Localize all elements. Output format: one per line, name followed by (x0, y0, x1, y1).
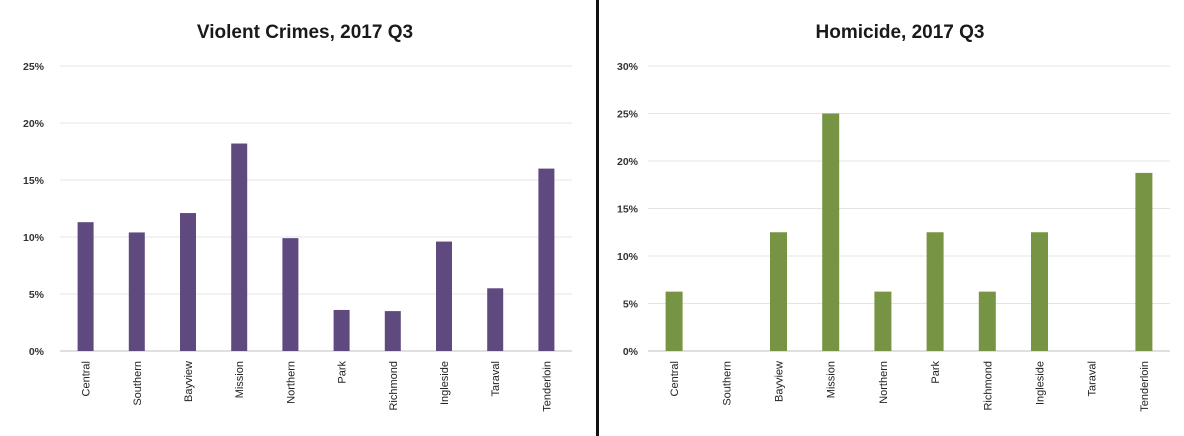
y-tick-label: 0% (29, 346, 45, 358)
bar (538, 168, 555, 351)
bar (1135, 172, 1153, 351)
category-label: Ingleside (1035, 361, 1047, 405)
category-label: Mission (234, 361, 246, 398)
violent-crimes-chart: Violent Crimes, 2017 Q3 0% 5% 10% 15% 20% 25%… (23, 22, 572, 412)
bar (1031, 232, 1048, 351)
category-label: Tenderloin (1139, 361, 1151, 412)
category-label: Bayview (183, 361, 195, 402)
y-tick-label: 15% (617, 204, 639, 216)
category-label: Richmond (388, 361, 400, 411)
y-tick-label: 25% (23, 61, 45, 73)
chart-title: Homicide, 2017 Q3 (816, 22, 985, 43)
y-tick-label: 10% (23, 232, 45, 244)
homicide-chart: Homicide, 2017 Q3 0% 5% 10% 15% 20% 25% 30% Cen… (617, 22, 1170, 412)
category-label: Taraval (1087, 361, 1099, 396)
category-label: Northern (878, 361, 890, 404)
homicide-chart-panel: Homicide, 2017 Q3 0% 5% 10% 15% 20% 25% 30% Cen… (599, 0, 1184, 436)
panel-divider (596, 0, 599, 436)
bar (180, 213, 196, 351)
y-tick-label: 20% (23, 118, 45, 130)
y-tick-label: 20% (617, 156, 639, 168)
category-label: Bayview (774, 361, 786, 402)
bar (128, 232, 145, 351)
bar (487, 288, 504, 351)
category-label: Central (81, 361, 93, 396)
bar (333, 309, 350, 351)
bar (231, 143, 248, 351)
category-label: Southern (132, 361, 144, 406)
y-tick-label: 10% (617, 251, 639, 263)
chart-title: Violent Crimes, 2017 Q3 (197, 22, 413, 43)
category-label: Mission (826, 361, 838, 398)
category-label: Central (669, 361, 681, 396)
bar (822, 113, 840, 351)
bar (436, 241, 452, 351)
category-label: Park (337, 361, 349, 384)
category-label: Southern (721, 361, 733, 406)
bar (874, 291, 892, 351)
violent-crimes-chart-panel: Violent Crimes, 2017 Q3 0% 5% 10% 15% 20% 25%… (22, 22, 572, 412)
category-label: Richmond (982, 361, 994, 411)
category-label: Tenderloin (541, 361, 553, 412)
category-label: Ingleside (439, 361, 451, 405)
category-label: Park (930, 361, 942, 384)
bar (282, 238, 299, 351)
bar (978, 291, 996, 351)
y-tick-label: 15% (23, 175, 45, 187)
category-label: Taraval (490, 361, 502, 396)
category-label: Northern (285, 361, 297, 404)
y-tick-label: 30% (617, 61, 639, 73)
bar (926, 232, 944, 351)
bar (384, 311, 401, 351)
bar (665, 291, 683, 351)
y-tick-label: 0% (623, 346, 639, 358)
y-tick-label: 5% (623, 299, 639, 311)
y-tick-label: 25% (617, 109, 639, 121)
y-tick-label: 5% (29, 289, 45, 301)
bar (77, 222, 94, 351)
bar (770, 232, 787, 351)
